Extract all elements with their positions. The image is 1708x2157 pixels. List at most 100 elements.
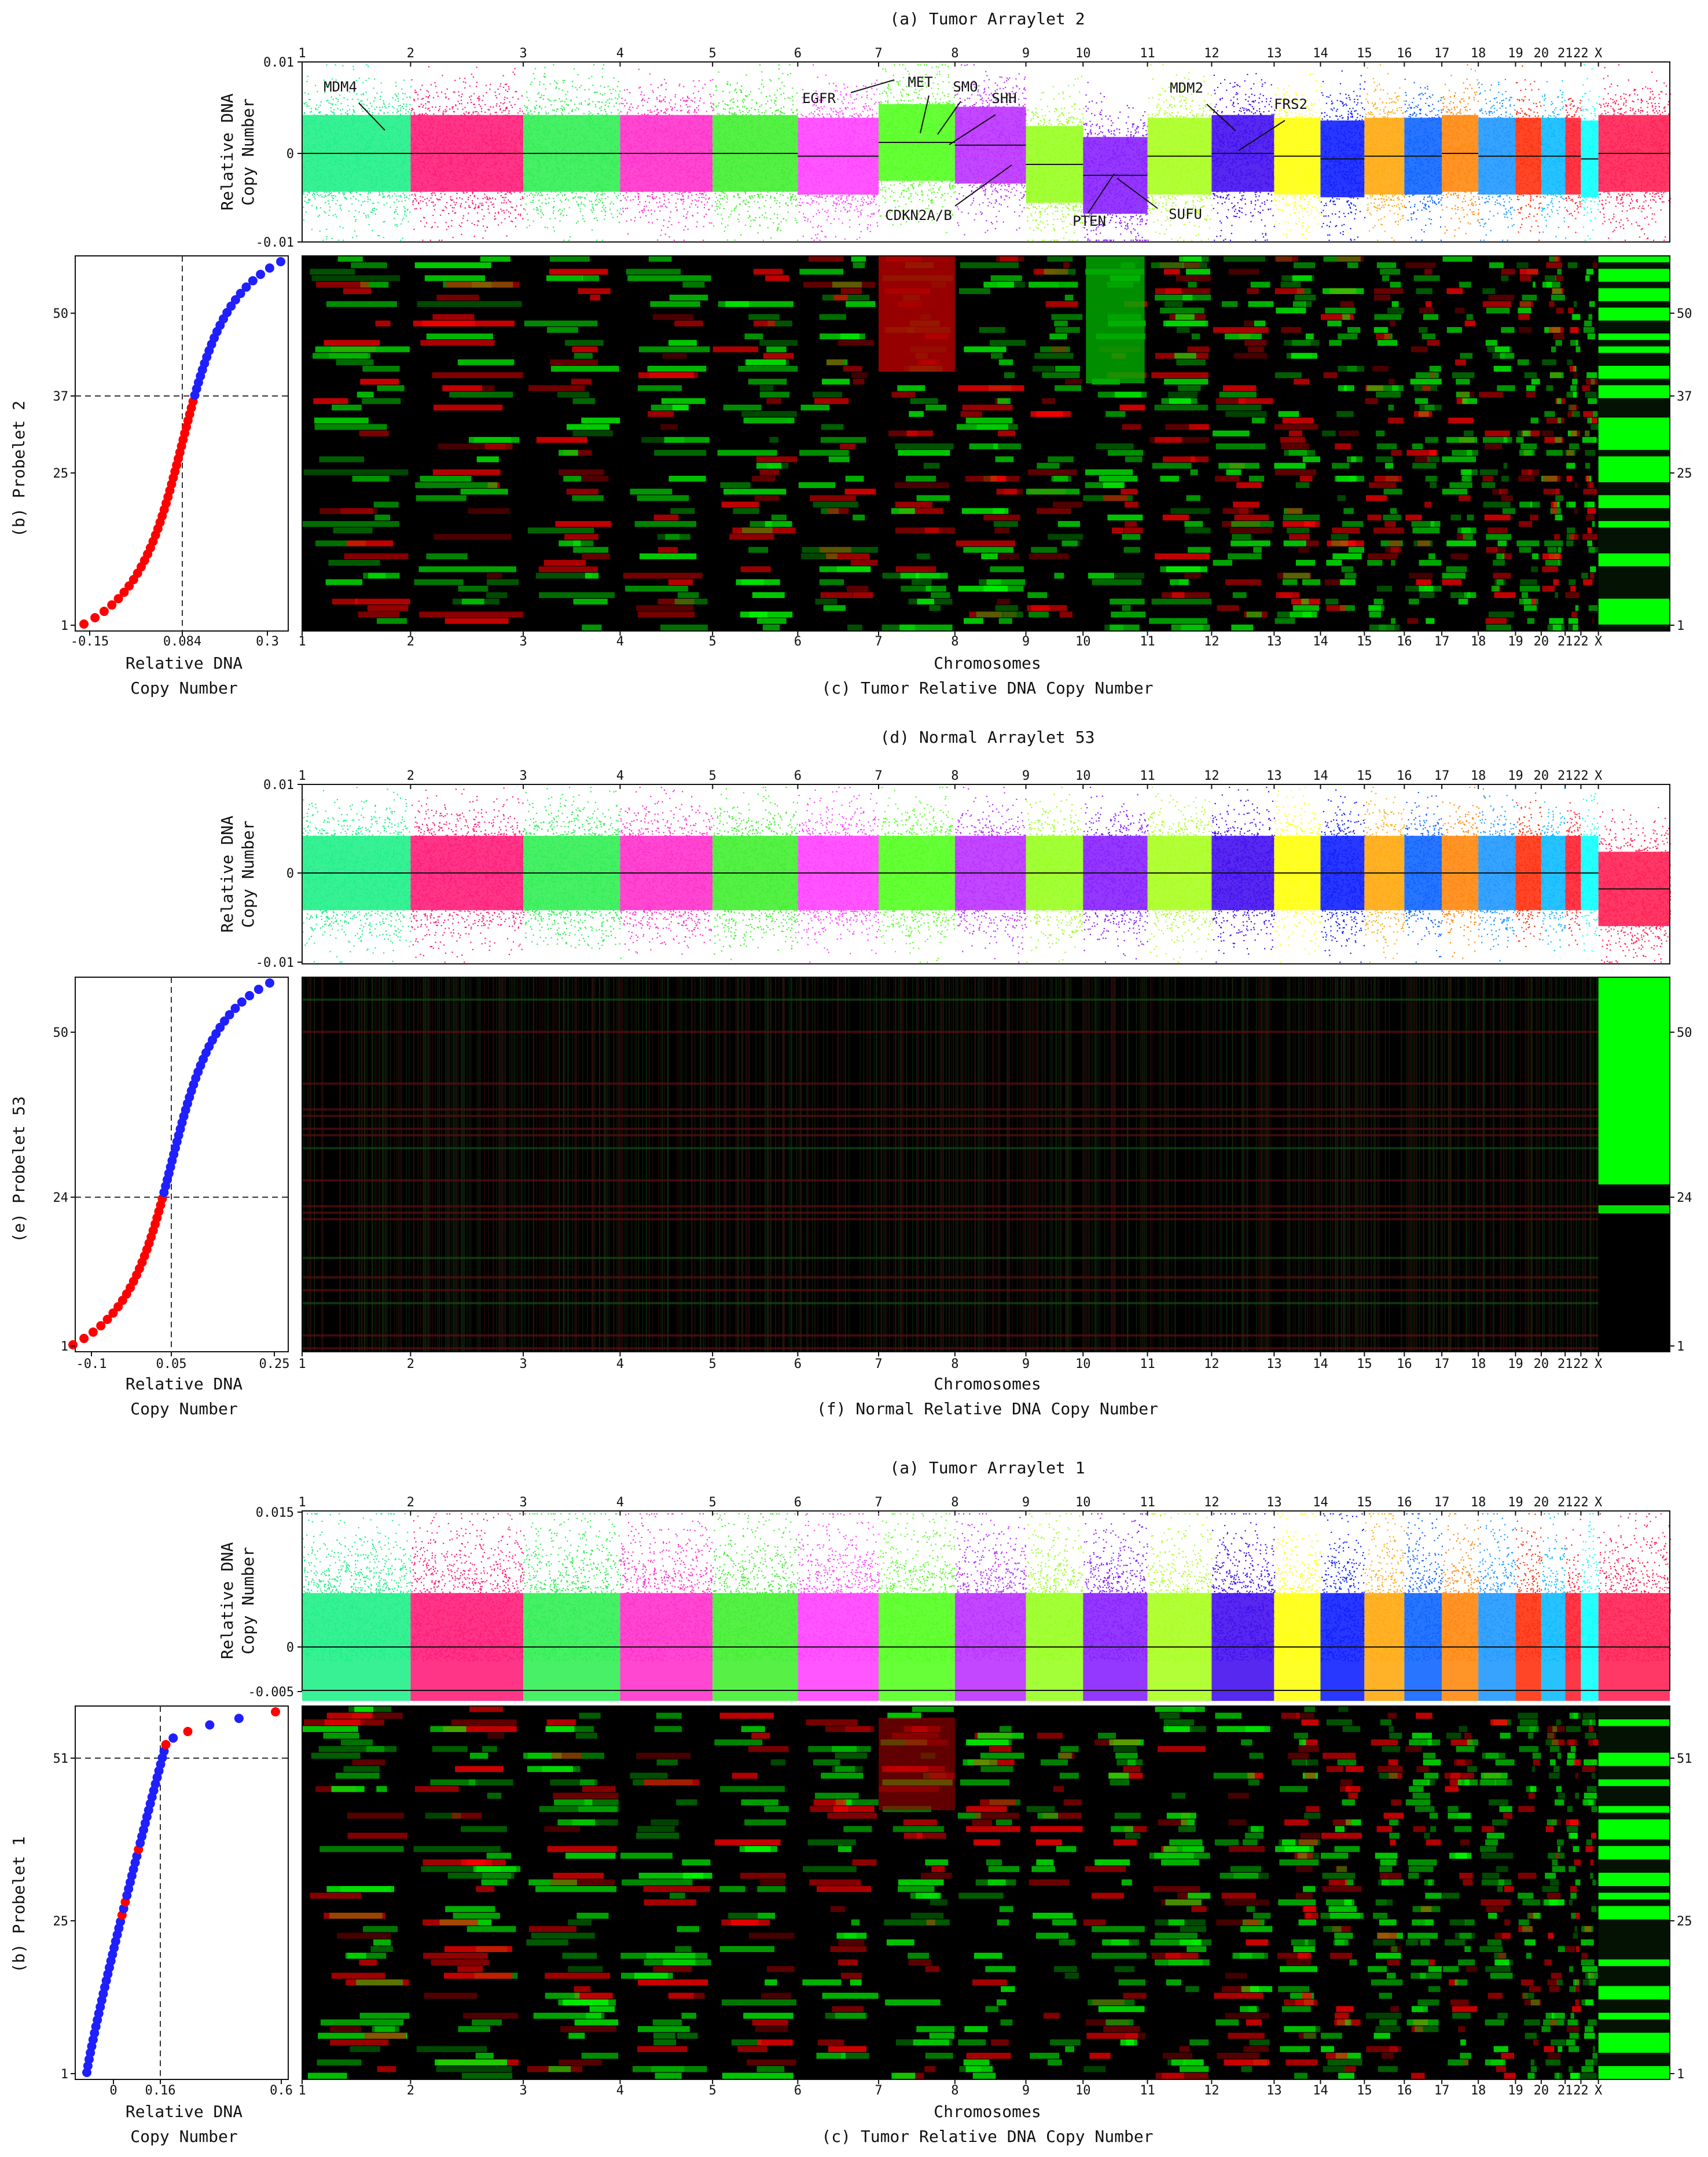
scatter-point xyxy=(326,123,327,124)
scatter-point xyxy=(380,189,381,190)
scatter-point xyxy=(404,115,405,116)
scatter-point xyxy=(511,178,512,179)
scatter-point xyxy=(324,189,325,190)
scatter-point xyxy=(325,212,326,213)
scatter-point xyxy=(352,114,353,115)
scatter-point xyxy=(328,120,329,122)
scatter-point xyxy=(358,211,359,212)
scatter-point xyxy=(486,201,487,203)
scatter-point xyxy=(407,174,409,175)
scatter-point xyxy=(502,178,503,179)
scatter-point xyxy=(405,179,406,180)
scatter-point xyxy=(368,152,369,153)
scatter-point xyxy=(421,137,422,138)
scatter-point xyxy=(318,170,319,171)
scatter-point xyxy=(453,173,454,174)
scatter-point xyxy=(352,196,354,197)
scatter-point xyxy=(401,174,402,175)
scatter-point xyxy=(398,101,399,102)
scatter-point xyxy=(372,136,373,137)
scatter-point xyxy=(512,137,513,138)
scatter-point xyxy=(366,99,368,100)
scatter-point xyxy=(406,126,407,127)
scatter-point xyxy=(335,122,336,123)
scatter-point xyxy=(322,138,323,139)
scatter-point xyxy=(376,184,377,185)
scatter-point xyxy=(363,149,364,150)
scatter-point xyxy=(485,185,486,186)
scatter-point xyxy=(393,148,394,149)
scatter-point xyxy=(314,144,315,145)
scatter-point xyxy=(397,98,398,99)
scatter-point xyxy=(349,109,350,110)
scatter-point xyxy=(381,148,382,149)
scatter-point xyxy=(321,129,322,130)
chromosome-tick-label: 13 xyxy=(1266,46,1282,61)
scatter-point xyxy=(363,140,365,141)
scatter-point xyxy=(509,174,510,175)
scatter-point xyxy=(337,134,338,135)
scatter-point xyxy=(386,167,387,168)
scatter-point xyxy=(322,144,323,145)
scatter-point xyxy=(362,137,363,138)
scatter-point xyxy=(382,197,383,198)
scatter-point xyxy=(472,141,473,142)
scatter-point xyxy=(402,185,403,186)
scatter-point xyxy=(422,107,423,108)
scatter-point xyxy=(398,93,399,94)
scatter-point xyxy=(522,164,523,166)
scatter-point xyxy=(451,182,453,184)
scatter-point xyxy=(516,189,517,190)
scatter-point xyxy=(409,149,410,150)
scatter-point xyxy=(509,201,510,202)
scatter-point xyxy=(409,188,410,189)
scatter-point xyxy=(375,190,376,192)
scatter-point xyxy=(430,240,431,241)
scatter-point xyxy=(373,87,374,89)
scatter-point xyxy=(370,192,371,193)
scatter-point xyxy=(468,134,469,135)
scatter-point xyxy=(481,150,482,151)
scatter-point xyxy=(396,182,397,184)
scatter-point xyxy=(468,148,469,149)
scatter-point xyxy=(461,234,462,235)
scatter-point xyxy=(335,164,336,165)
scatter-point xyxy=(318,195,319,196)
scatter-point xyxy=(505,185,506,186)
scatter-point xyxy=(394,169,395,170)
scatter-point xyxy=(378,162,379,163)
scatter-point xyxy=(396,176,398,177)
scatter-point xyxy=(454,174,456,175)
scatter-point xyxy=(317,115,318,116)
scatter-point xyxy=(361,163,362,164)
scatter-point xyxy=(368,214,369,215)
scatter-point xyxy=(321,141,322,142)
scatter-point xyxy=(356,236,357,237)
scatter-point xyxy=(304,180,305,181)
scatter-point xyxy=(511,175,512,177)
scatter-point xyxy=(313,167,314,168)
scatter-point xyxy=(327,156,328,157)
scatter-point xyxy=(352,99,353,100)
scatter-point xyxy=(501,192,502,193)
scatter-point xyxy=(354,160,355,161)
scatter-point xyxy=(334,162,335,163)
scatter-point xyxy=(408,161,409,162)
scatter-point xyxy=(384,170,385,171)
scatter-point xyxy=(377,126,378,127)
scatter-point xyxy=(347,164,348,165)
scatter-point xyxy=(387,174,388,175)
scatter-point xyxy=(357,99,358,100)
scatter-point xyxy=(337,99,339,100)
scatter-point xyxy=(400,129,401,130)
scatter-point xyxy=(351,175,352,177)
scatter-point xyxy=(379,171,380,172)
scatter-point xyxy=(394,201,395,203)
scatter-point xyxy=(522,160,523,161)
scatter-point xyxy=(428,108,429,109)
scatter-point xyxy=(305,189,306,190)
scatter-point xyxy=(330,183,332,184)
scatter-point xyxy=(478,100,479,101)
scatter-point xyxy=(313,170,314,171)
scatter-point xyxy=(361,104,362,105)
